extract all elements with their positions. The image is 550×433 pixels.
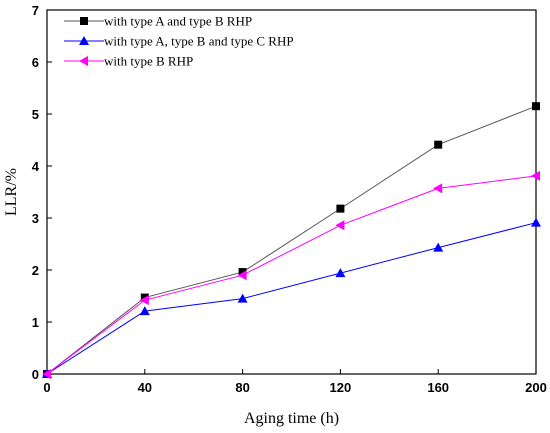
data-point-series-2 <box>237 270 247 281</box>
data-point-series-1 <box>237 293 248 303</box>
y-tick-label: 6 <box>32 55 39 70</box>
legend-marker <box>79 56 88 66</box>
plot-area-border <box>46 9 537 375</box>
data-point-series-2 <box>433 183 443 194</box>
data-point-series-1 <box>139 306 150 316</box>
legend-label: with type B RHP <box>104 54 193 69</box>
y-tick-label: 2 <box>32 263 39 278</box>
series-line-2 <box>46 175 537 375</box>
plot-frame <box>46 9 537 375</box>
y-tick-label: 0 <box>32 367 39 382</box>
x-tick-label: 40 <box>138 380 152 395</box>
data-point-series-0 <box>336 204 345 213</box>
y-tick-label: 7 <box>32 3 39 18</box>
x-tick-label: 0 <box>43 380 50 395</box>
legend-marker <box>79 36 89 45</box>
y-axis-title: LLR/% <box>3 168 20 216</box>
y-tick-label: 5 <box>32 107 39 122</box>
y-axis-ticks: 0 1 2 3 4 5 6 7 <box>32 3 52 382</box>
data-point-series-0 <box>434 140 443 149</box>
data-point-series-0 <box>238 268 247 277</box>
series-line-1 <box>46 222 537 375</box>
x-tick-label: 80 <box>235 380 249 395</box>
data-point-series-2 <box>335 220 345 231</box>
y-tick-label: 1 <box>32 315 39 330</box>
series-line-0 <box>46 105 537 375</box>
legend-label: with type A and type B RHP <box>104 14 252 29</box>
data-point-series-2 <box>139 295 149 306</box>
data-point-series-2 <box>42 369 51 379</box>
legend-marker <box>80 17 88 25</box>
y-tick-label: 3 <box>32 211 39 226</box>
x-tick-label: 200 <box>525 380 547 395</box>
x-tick-label: 160 <box>427 380 449 395</box>
data-point-series-1 <box>433 242 444 252</box>
y-tick-label: 4 <box>32 159 40 174</box>
x-tick-label: 120 <box>330 380 352 395</box>
data-point-series-0 <box>532 102 540 111</box>
x-axis-title: Aging time (h) <box>244 410 339 427</box>
series-markers <box>42 102 541 379</box>
series-lines <box>46 105 537 375</box>
data-point-series-2 <box>531 170 540 181</box>
legend: with type A and type B RHP with type A, t… <box>64 14 294 69</box>
data-point-series-1 <box>531 217 541 227</box>
data-point-series-1 <box>335 268 346 278</box>
x-axis-ticks: 0 40 80 120 160 200 <box>43 369 547 395</box>
legend-label: with type A, type B and type C RHP <box>104 34 294 49</box>
